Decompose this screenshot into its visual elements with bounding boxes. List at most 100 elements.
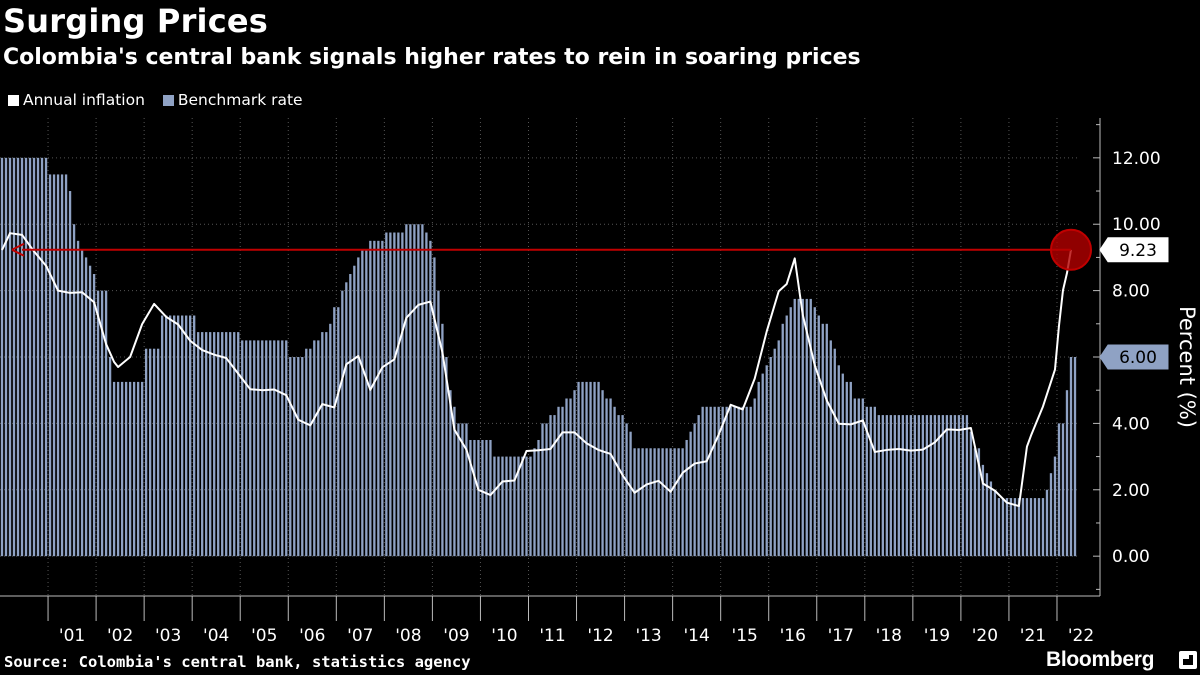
rate-bar-34 — [136, 381, 140, 557]
rate-bar-123 — [493, 456, 496, 557]
rate-bar-5 — [20, 157, 24, 557]
chart-title: Surging Prices — [3, 2, 269, 40]
rate-bar-28 — [112, 381, 116, 557]
chart-subtitle: Colombia's central bank signals higher r… — [3, 45, 861, 70]
rate-bar-117 — [469, 439, 472, 557]
rate-bar-74 — [297, 357, 300, 557]
rate-bar-257 — [1029, 498, 1033, 557]
rate-bar-122 — [489, 439, 492, 557]
rate-bar-67 — [269, 340, 272, 557]
rate-bar-221 — [885, 415, 888, 557]
rate-bar-57 — [229, 332, 232, 557]
rate-bar-30 — [120, 381, 124, 557]
rate-bar-61 — [245, 340, 248, 557]
rate-bar-0 — [0, 157, 4, 557]
rate-bar-233 — [933, 415, 937, 557]
rate-bar-137 — [549, 415, 552, 557]
rate-bar-48 — [193, 315, 196, 557]
x-tick-label-16: '17 — [828, 626, 854, 646]
rate-bar-146 — [585, 381, 588, 557]
rate-bar-264 — [1057, 423, 1061, 557]
rate-bar-32 — [128, 381, 132, 557]
rate-bar-236 — [945, 415, 949, 557]
rate-bar-35 — [140, 381, 144, 557]
rate-bar-207 — [829, 340, 832, 557]
rate-bar-85 — [341, 290, 344, 557]
rate-bar-178 — [713, 406, 716, 557]
rate-bar-63 — [253, 340, 256, 557]
rate-bar-60 — [241, 340, 244, 557]
rate-bar-16 — [64, 174, 68, 557]
rate-bar-6 — [24, 157, 28, 557]
bloomberg-icon — [1179, 651, 1197, 669]
rate-bar-128 — [513, 456, 516, 557]
rate-bar-147 — [589, 381, 592, 557]
rate-value-label-text: 6.00 — [1119, 348, 1157, 368]
rate-bar-124 — [497, 456, 500, 557]
rate-bar-106 — [425, 232, 428, 557]
rate-bar-11 — [44, 157, 48, 557]
rate-bar-76 — [305, 348, 308, 557]
rate-bar-115 — [461, 423, 464, 557]
rate-bar-65 — [261, 340, 264, 557]
rate-bar-43 — [173, 315, 176, 557]
y-axis-title: Percent (%) — [1175, 306, 1199, 428]
rate-bar-56 — [225, 332, 228, 557]
rate-bar-90 — [361, 249, 364, 557]
rate-bar-171 — [685, 439, 688, 557]
rate-bar-18 — [72, 224, 76, 557]
rate-bar-108 — [433, 257, 436, 557]
inflation-line — [1, 232, 1072, 508]
rate-bar-86 — [345, 282, 348, 557]
rate-bar-261 — [1045, 489, 1049, 557]
rate-bar-183 — [733, 406, 736, 557]
x-tick-label-12: '13 — [635, 626, 661, 646]
rate-bar-265 — [1061, 423, 1065, 557]
rate-bar-107 — [429, 240, 432, 557]
rate-bar-51 — [205, 332, 208, 557]
rate-bar-110 — [441, 323, 444, 557]
rate-bar-3 — [12, 157, 16, 557]
rate-bar-47 — [189, 315, 192, 557]
rate-bar-80 — [321, 332, 324, 557]
rate-bar-212 — [849, 381, 852, 557]
rate-bar-58 — [233, 332, 236, 557]
rate-bar-145 — [581, 381, 584, 557]
rate-bar-239 — [957, 415, 961, 557]
rate-value-label: 6.00 — [1099, 344, 1169, 370]
rate-bar-241 — [965, 415, 969, 557]
rate-bar-247 — [989, 481, 993, 557]
rate-bar-105 — [421, 224, 424, 557]
rate-bar-155 — [621, 415, 624, 557]
rate-bar-238 — [953, 415, 957, 557]
rate-bar-38 — [152, 348, 156, 557]
rate-bar-118 — [473, 439, 476, 557]
rate-bar-114 — [457, 423, 460, 557]
rate-bar-138 — [553, 415, 556, 557]
rate-bar-111 — [445, 357, 448, 557]
rate-bar-33 — [132, 381, 136, 557]
source-note: Source: Colombia's central bank, statist… — [4, 653, 471, 671]
rate-bar-144 — [577, 381, 580, 557]
rate-bar-162 — [649, 448, 652, 557]
rate-bar-154 — [617, 415, 620, 557]
reference-arrow-icon — [11, 242, 25, 257]
rate-bar-232 — [929, 415, 933, 557]
rate-bar-185 — [741, 406, 744, 557]
rate-bar-149 — [597, 381, 600, 557]
inflation-value-label-box — [1099, 237, 1169, 263]
rate-bar-129 — [517, 456, 520, 557]
rate-bar-148 — [593, 381, 596, 557]
rate-bar-198 — [793, 298, 796, 557]
rate-bar-53 — [213, 332, 216, 557]
rate-bar-24 — [96, 290, 100, 557]
rate-bar-22 — [88, 265, 92, 557]
rate-bar-131 — [525, 456, 528, 557]
x-tick-label-21: '22 — [1068, 626, 1094, 646]
rate-bar-1 — [4, 157, 8, 557]
rate-bar-196 — [785, 315, 788, 557]
x-tick-label-19: '20 — [972, 626, 998, 646]
rate-bar-101 — [405, 224, 408, 557]
rate-bar-170 — [681, 448, 684, 557]
rate-bar-190 — [761, 373, 764, 557]
